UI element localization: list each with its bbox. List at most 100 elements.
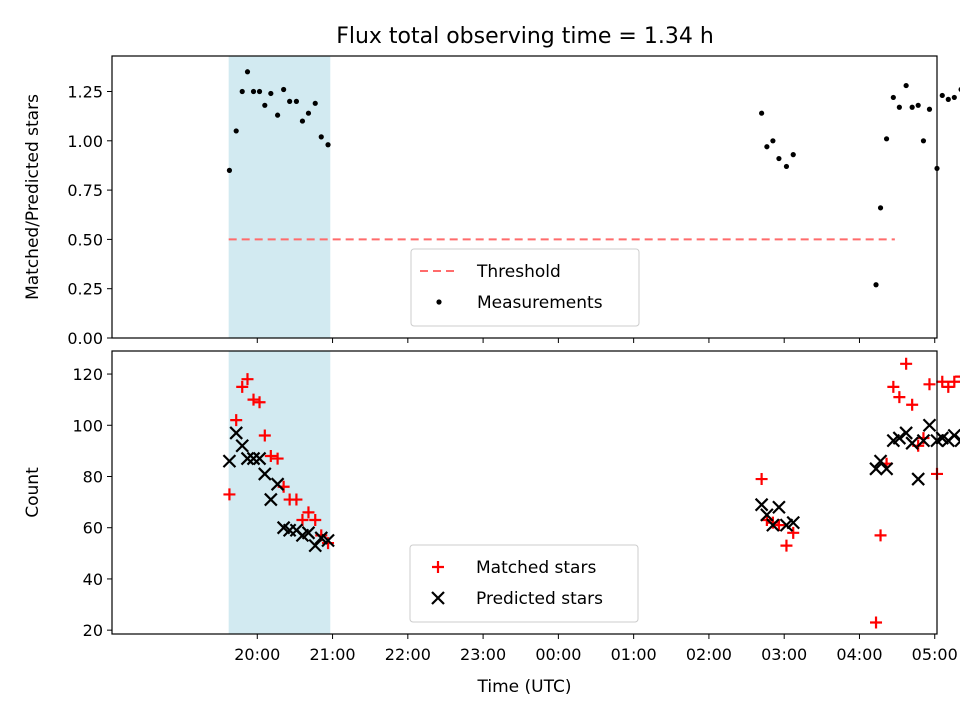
- x-tick-label: 05:00: [912, 645, 958, 664]
- series-0-point-26-stroke: [887, 380, 900, 393]
- y-tick-label: 1.00: [67, 132, 103, 151]
- series-1-point-8-stroke: [270, 477, 285, 491]
- legend-box: [409, 544, 639, 623]
- series-0-point-24: [877, 205, 884, 211]
- series-0-point-15: [318, 134, 324, 140]
- series-0-point-12: [299, 118, 306, 124]
- series-0-point-6: [258, 429, 271, 442]
- series-0-point-16: [325, 142, 331, 148]
- series-1-point-37: [954, 433, 960, 448]
- x-tick-label: 21:00: [309, 645, 355, 664]
- series-0-point-21: [783, 163, 790, 170]
- series-0-point-7: [268, 90, 274, 97]
- series-1-point-20: [772, 500, 786, 515]
- series-1-point-13-stroke: [301, 526, 316, 540]
- series-0-point-4-stroke: [247, 393, 260, 406]
- series-0-point-5: [253, 396, 266, 409]
- series-0-point-3-stroke: [241, 373, 254, 386]
- series-0-point-7-stroke: [264, 450, 277, 463]
- series-1-point-18: [760, 508, 774, 522]
- series-1-point-14: [308, 538, 323, 553]
- series-0-point-4: [250, 88, 257, 95]
- series-1-point-31: [916, 433, 931, 448]
- series-0-point-20-stroke: [772, 519, 785, 532]
- x-tick-label: 01:00: [611, 645, 657, 664]
- series-0-point-20: [772, 519, 785, 532]
- series-1-point-6-stroke: [258, 467, 272, 481]
- series-0-point-8: [271, 452, 284, 465]
- series-0-point-14: [309, 514, 322, 527]
- x-tick-label: 00:00: [535, 645, 581, 664]
- y-tick-label: 0.25: [67, 280, 103, 299]
- series-0-point-9: [281, 86, 287, 93]
- series-1-point-1: [229, 426, 243, 440]
- series-0-point-12: [296, 514, 309, 527]
- series-1-point-5-stroke: [252, 451, 267, 466]
- series-1-point-18-stroke: [760, 508, 774, 522]
- series-0-point-0: [223, 488, 236, 501]
- series-0-point-14: [312, 100, 318, 106]
- series-0-point-23: [873, 282, 879, 288]
- series-0-point-6-stroke: [258, 429, 271, 442]
- series-1-point-14-stroke: [308, 538, 323, 553]
- series-0-point-8: [275, 112, 281, 118]
- series-1-point-25: [879, 462, 894, 476]
- series-0-point-31: [920, 138, 927, 144]
- series-0-point-36-stroke: [948, 375, 960, 388]
- series-0-point-26: [887, 380, 900, 393]
- y-axis-label: Matched/Predicted stars: [23, 94, 43, 300]
- series-0-point-35-stroke: [942, 380, 955, 393]
- series-0-point-4: [247, 393, 260, 406]
- series-1-point-27-stroke: [892, 431, 907, 445]
- axes-frame: [111, 55, 938, 339]
- series-0-point-13: [302, 506, 315, 519]
- series-0-point-28-stroke: [900, 357, 913, 370]
- series-1-point-36-stroke: [947, 428, 960, 443]
- series-0-point-29-stroke: [906, 398, 919, 411]
- series-0-point-20: [776, 155, 782, 162]
- series-1-point-0: [222, 454, 237, 468]
- series-1-point-29: [905, 436, 919, 450]
- y-tick-label: 60: [83, 519, 103, 538]
- series-0-point-22: [790, 152, 796, 158]
- series-0-point-36: [951, 94, 957, 101]
- series-0-point-32-stroke: [923, 378, 936, 391]
- series-0-point-36: [948, 375, 960, 388]
- legend-marker-stroke: [431, 591, 445, 605]
- series-1-point-19: [766, 518, 780, 532]
- series-0-point-27: [896, 104, 902, 110]
- series-1-point-19-stroke: [766, 518, 780, 532]
- axes-frame: [111, 350, 938, 635]
- series-1-point-17-stroke: [754, 497, 769, 512]
- series-0-point-37: [955, 370, 960, 383]
- series-1-point-30-stroke: [911, 472, 925, 486]
- series-0-point-14-stroke: [309, 514, 322, 527]
- legend-marker: [436, 299, 442, 305]
- series-1-point-8: [270, 477, 285, 491]
- series-0-point-29: [906, 398, 919, 411]
- series-0-point-11: [293, 98, 300, 104]
- series-0-point-13-stroke: [302, 506, 315, 519]
- series-1-point-7: [264, 492, 278, 507]
- y-tick-label: 100: [72, 416, 103, 435]
- series-1-point-30: [911, 472, 925, 486]
- legend-label: Measurements: [477, 293, 603, 313]
- series-0-point-29: [909, 104, 915, 110]
- series-0-point-19: [770, 138, 776, 144]
- x-axis-label: Time (UTC): [477, 677, 572, 697]
- series-0-point-5: [256, 88, 263, 95]
- legend-label: Predicted stars: [476, 589, 603, 609]
- series-0-point-27-stroke: [893, 391, 906, 404]
- series-0-point-35: [942, 380, 955, 393]
- series-0-point-37-stroke: [955, 370, 960, 383]
- series-0-point-24: [874, 529, 887, 542]
- figure-title: Flux total observing time = 1.34 h: [336, 24, 714, 49]
- series-1-point-4: [246, 451, 261, 466]
- series-1-point-23-stroke: [869, 462, 883, 476]
- x-tick-label: 04:00: [836, 645, 882, 664]
- x-tick-label: 02:00: [686, 645, 732, 664]
- series-1-point-20-stroke: [772, 500, 786, 515]
- series-1-point-6: [258, 467, 272, 481]
- series-0-point-0: [226, 167, 233, 173]
- series-0-point-21: [780, 539, 793, 552]
